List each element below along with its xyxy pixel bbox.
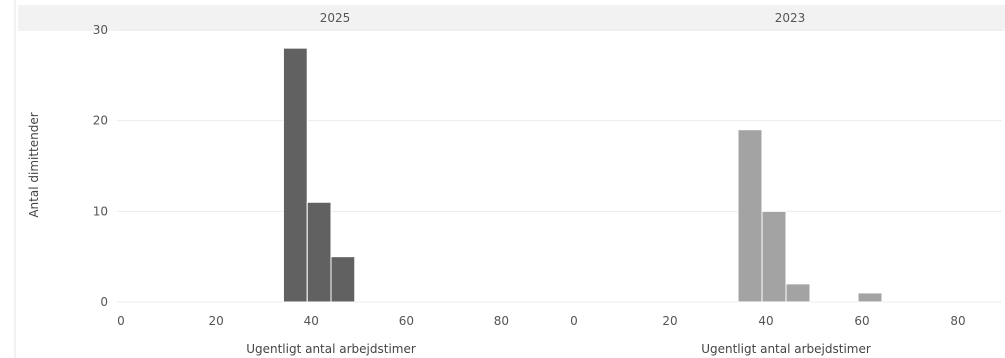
panels-layer: 2025 0 20 40 60 80 Ugentligt antal arbejdstime… (117, 11, 965, 356)
x-axis-title: Ugentligt antal arbejdstimer (246, 342, 416, 356)
x-tick-label: 0 (117, 314, 125, 328)
y-tick-label: 30 (93, 23, 108, 37)
y-tick-label: 0 (100, 295, 108, 309)
x-tick-label: 80 (950, 314, 965, 328)
y-axis-title: Antal dimittender (27, 112, 41, 217)
x-axis-title: Ugentligt antal arbejdstimer (701, 342, 871, 356)
x-tick-label: 80 (494, 314, 509, 328)
y-tick-label: 10 (93, 204, 108, 218)
x-tick-label: 20 (208, 314, 223, 328)
x-tick-label: 60 (399, 314, 414, 328)
panel-title: 2025 (320, 11, 351, 25)
histogram-bar (282, 47, 308, 303)
x-tick-label: 60 (854, 314, 869, 328)
histogram-bar (330, 256, 356, 303)
panel-2025: 2025 0 20 40 60 80 Ugentligt antal arbejdstime… (117, 11, 509, 356)
panel-header-strip (18, 5, 1005, 31)
histogram-bar (785, 283, 811, 303)
panel-title: 2023 (775, 11, 806, 25)
x-tick-label: 40 (304, 314, 319, 328)
x-tick-label: 40 (758, 314, 773, 328)
histogram-bar (857, 292, 883, 303)
x-tick-label: 20 (662, 314, 677, 328)
x-tick-label: 0 (570, 314, 578, 328)
panel-2023: 2023 0 20 40 60 80 Ugentligt antal arbejdstime… (570, 11, 965, 356)
y-tick-label: 20 (93, 114, 108, 128)
histogram-bar (306, 201, 332, 303)
y-axis: 0 10 20 30 (93, 23, 108, 309)
grid-layer (117, 29, 1002, 303)
histogram-bar (737, 129, 763, 303)
histogram-bar (761, 210, 787, 303)
